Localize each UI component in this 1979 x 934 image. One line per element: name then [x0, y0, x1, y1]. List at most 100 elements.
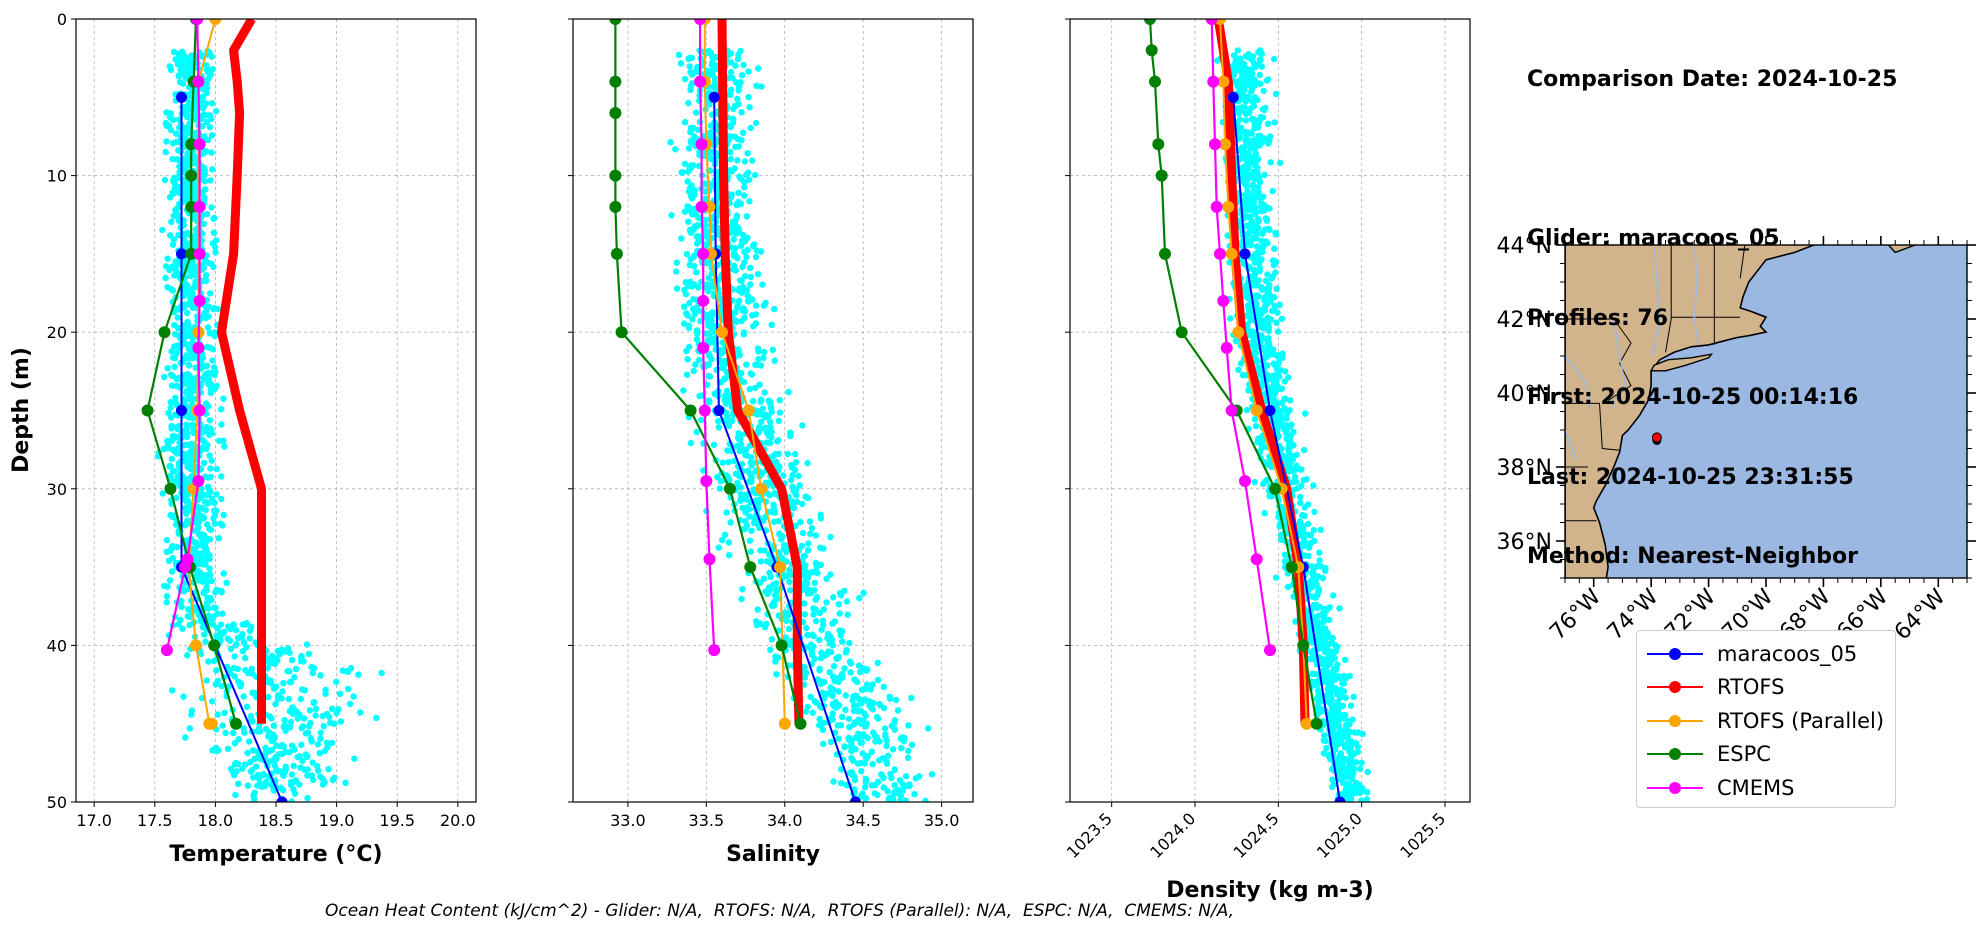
scatter-point [731, 262, 738, 269]
scatter-point [297, 764, 304, 771]
scatter-point [196, 518, 203, 525]
scatter-point [688, 80, 696, 87]
scatter-point [848, 754, 855, 762]
state-border [1565, 318, 1632, 401]
scatter-point [208, 577, 216, 585]
scatter-point [743, 361, 750, 368]
scatter-point [174, 314, 181, 321]
x-tick-label: 20.0 [440, 811, 476, 830]
scatter-point [185, 345, 192, 353]
scatter-point [771, 305, 778, 313]
scatter-point [858, 768, 865, 775]
scatter-point [1271, 302, 1278, 310]
scatter-point [373, 714, 380, 722]
scatter-point [1364, 768, 1371, 776]
y-axis-label: Depth (m) [9, 347, 34, 473]
scatter-point [883, 742, 890, 750]
scatter-point [205, 605, 212, 612]
scatter-point [741, 259, 748, 266]
series-point [176, 248, 187, 260]
scatter-point [1347, 702, 1355, 709]
scatter-point [168, 568, 176, 575]
scatter-point [177, 616, 184, 624]
scatter-point [853, 678, 861, 685]
scatter-point [706, 352, 713, 359]
scatter-point [887, 770, 894, 778]
series-point [191, 19, 204, 25]
scatter-point [1323, 745, 1330, 752]
scatter-point [1349, 758, 1356, 766]
scatter-point [209, 346, 217, 353]
scatter-point [1342, 675, 1350, 682]
scatter-point [171, 363, 178, 370]
scatter-point [265, 748, 272, 755]
scatter-point [1258, 203, 1266, 210]
glider-scatter-cloud [1214, 47, 1371, 802]
y-tick-label: 0 [57, 10, 67, 29]
scatter-point [1251, 344, 1259, 351]
legend-item-espc: ESPC [1637, 738, 1895, 772]
scatter-point [766, 418, 774, 425]
first-profile-time: First: 2024-10-25 00:14:16 [1527, 385, 1859, 410]
scatter-point [810, 568, 817, 576]
scatter-point [805, 494, 812, 502]
scatter-point [270, 722, 277, 729]
scatter-point [874, 791, 881, 799]
scatter-point [1238, 75, 1245, 82]
scatter-point [1358, 759, 1365, 767]
scatter-point [345, 685, 352, 693]
scatter-point [1259, 335, 1266, 342]
series-point [164, 482, 177, 495]
scatter-point [683, 250, 691, 258]
scatter-point [1330, 708, 1338, 715]
scatter-point [730, 105, 737, 113]
scatter-point [730, 115, 737, 123]
x-tick-label: 1025.0 [1313, 809, 1366, 862]
comparison-date: Comparison Date: 2024-10-25 [1527, 67, 1898, 92]
scatter-point [270, 757, 277, 764]
scatter-point [1260, 87, 1267, 95]
scatter-point [703, 362, 710, 369]
scatter-point [708, 53, 716, 60]
scatter-point [1252, 227, 1260, 235]
scatter-point [189, 354, 196, 362]
scatter-point [787, 587, 794, 594]
scatter-point [765, 397, 772, 404]
scatter-point [204, 483, 212, 490]
scatter-point [708, 316, 715, 324]
scatter-point [1319, 574, 1327, 582]
scatter-point [736, 472, 743, 480]
scatter-point [1357, 787, 1364, 794]
scatter-point [768, 321, 775, 328]
scatter-point [804, 574, 811, 581]
scatter-point [753, 520, 761, 527]
series-point [1159, 247, 1171, 260]
scatter-point [308, 663, 315, 671]
scatter-point [209, 747, 216, 754]
scatter-point [200, 459, 208, 467]
scatter-point [681, 320, 688, 327]
scatter-point [835, 674, 842, 682]
scatter-point [1336, 605, 1343, 612]
scatter-point [298, 741, 305, 748]
scatter-point [297, 695, 304, 703]
scatter-point [1248, 339, 1255, 346]
scatter-point [203, 677, 210, 684]
series-point [1210, 200, 1223, 213]
scatter-point [1292, 618, 1299, 625]
long-island [1649, 353, 1714, 372]
scatter-point [746, 198, 753, 205]
scatter-point [857, 707, 865, 715]
scatter-point [723, 509, 730, 516]
scatter-point [896, 777, 904, 784]
scatter-point [874, 659, 881, 667]
x-tick-label: 34.0 [767, 811, 803, 830]
scatter-point [810, 611, 817, 618]
scatter-point [715, 424, 722, 431]
scatter-point [230, 664, 237, 672]
scatter-point [847, 669, 854, 676]
scatter-point [208, 204, 215, 211]
scatter-point [218, 495, 225, 503]
scatter-point [211, 332, 218, 340]
scatter-point [785, 625, 793, 633]
